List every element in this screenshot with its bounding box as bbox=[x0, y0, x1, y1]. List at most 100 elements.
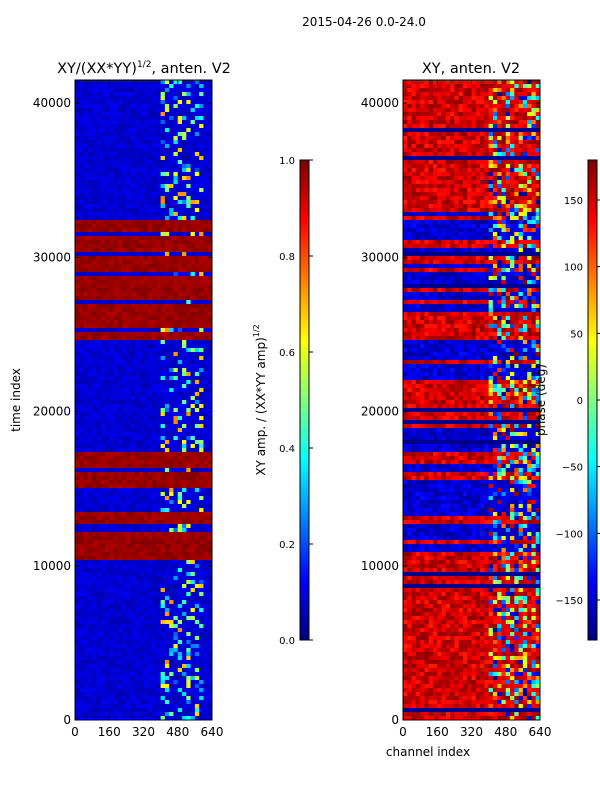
heatmap-cell bbox=[113, 392, 119, 397]
heatmap-cell bbox=[207, 268, 212, 273]
heatmap-cell bbox=[177, 88, 183, 93]
heatmap-cell bbox=[194, 212, 200, 217]
heatmap-cell bbox=[190, 436, 196, 441]
heatmap-cell bbox=[109, 276, 114, 281]
heatmap-cell bbox=[113, 336, 119, 341]
heatmap-cell bbox=[100, 272, 106, 277]
heatmap-cell bbox=[177, 552, 183, 557]
heatmap-cell bbox=[194, 544, 200, 549]
heatmap-cell bbox=[156, 468, 162, 473]
heatmap-cell bbox=[139, 340, 144, 345]
heatmap-cell bbox=[173, 88, 179, 93]
heatmap-cell bbox=[186, 484, 191, 489]
heatmap-cell bbox=[122, 572, 127, 577]
heatmap-cell bbox=[194, 612, 200, 617]
heatmap-cell bbox=[100, 108, 106, 113]
heatmap-cell bbox=[83, 552, 89, 557]
heatmap-cell bbox=[164, 412, 170, 417]
heatmap-cell bbox=[203, 108, 209, 113]
heatmap-cell bbox=[182, 564, 187, 569]
heatmap-cell bbox=[152, 332, 157, 337]
heatmap-cell bbox=[207, 180, 212, 185]
heatmap-cell bbox=[117, 492, 123, 497]
heatmap-cell bbox=[134, 692, 140, 697]
heatmap-cell bbox=[130, 144, 136, 149]
heatmap-cell bbox=[87, 264, 93, 269]
heatmap-cell bbox=[173, 652, 179, 657]
heatmap-cell bbox=[203, 632, 209, 637]
heatmap-cell bbox=[169, 648, 174, 653]
heatmap-cell bbox=[156, 600, 162, 605]
heatmap-cell bbox=[96, 580, 102, 585]
heatmap-cell bbox=[92, 376, 97, 381]
heatmap-cell bbox=[134, 328, 140, 333]
heatmap-cell bbox=[199, 264, 204, 269]
heatmap-cell bbox=[83, 700, 89, 705]
heatmap-cell bbox=[117, 216, 123, 221]
heatmap-cell bbox=[164, 288, 170, 293]
heatmap-cell bbox=[182, 512, 187, 517]
heatmap-cell bbox=[130, 576, 136, 581]
heatmap-cell bbox=[186, 380, 191, 385]
heatmap-cell bbox=[173, 284, 179, 289]
heatmap-cell bbox=[139, 424, 144, 429]
heatmap-cell bbox=[199, 580, 204, 585]
heatmap-cell bbox=[156, 184, 162, 189]
heatmap-cell bbox=[160, 236, 166, 241]
heatmap-cell bbox=[126, 432, 132, 437]
heatmap-cell bbox=[104, 612, 110, 617]
heatmap-cell bbox=[122, 472, 127, 477]
heatmap-cell bbox=[143, 532, 149, 537]
heatmap-cell bbox=[117, 272, 123, 277]
heatmap-cell bbox=[186, 464, 191, 469]
heatmap-cell bbox=[87, 608, 93, 613]
heatmap-cell bbox=[100, 692, 106, 697]
heatmap-cell bbox=[156, 388, 162, 393]
heatmap-cell bbox=[117, 616, 123, 621]
heatmap-cell bbox=[182, 492, 187, 497]
heatmap-cell bbox=[177, 84, 183, 89]
heatmap-cell bbox=[164, 232, 170, 237]
heatmap-cell bbox=[190, 676, 196, 681]
heatmap-cell bbox=[134, 232, 140, 237]
heatmap-cell bbox=[186, 456, 191, 461]
heatmap-cell bbox=[194, 172, 200, 177]
heatmap-cell bbox=[92, 584, 97, 589]
heatmap-cell bbox=[126, 524, 132, 529]
heatmap-cell bbox=[104, 552, 110, 557]
heatmap-cell bbox=[143, 112, 149, 117]
heatmap-cell bbox=[156, 552, 162, 557]
heatmap-cell bbox=[100, 652, 106, 657]
heatmap-cell bbox=[207, 644, 212, 649]
heatmap-cell bbox=[109, 236, 114, 241]
heatmap-cell bbox=[143, 188, 149, 193]
heatmap-cell bbox=[190, 376, 196, 381]
heatmap-cell bbox=[182, 496, 187, 501]
heatmap-cell bbox=[113, 384, 119, 389]
heatmap-cell bbox=[96, 276, 102, 281]
heatmap-cell bbox=[143, 608, 149, 613]
heatmap-cell bbox=[143, 144, 149, 149]
heatmap-cell bbox=[130, 492, 136, 497]
heatmap-cell bbox=[207, 468, 212, 473]
heatmap-cell bbox=[190, 348, 196, 353]
heatmap-cell bbox=[207, 128, 212, 133]
heatmap-cell bbox=[87, 372, 93, 377]
heatmap-cell bbox=[186, 292, 191, 297]
heatmap-cell bbox=[147, 620, 153, 625]
heatmap-cell bbox=[199, 132, 204, 137]
heatmap-cell bbox=[152, 672, 157, 677]
heatmap-cell bbox=[139, 620, 144, 625]
heatmap-cell bbox=[190, 540, 196, 545]
heatmap-cell bbox=[139, 104, 144, 109]
heatmap-cell bbox=[177, 332, 183, 337]
heatmap-cell bbox=[79, 572, 84, 577]
heatmap-cell bbox=[92, 512, 97, 517]
heatmap-cell bbox=[190, 440, 196, 445]
heatmap-cell bbox=[126, 348, 132, 353]
heatmap-cell bbox=[87, 520, 93, 525]
heatmap-cell bbox=[87, 584, 93, 589]
heatmap-cell bbox=[117, 692, 123, 697]
heatmap-cell bbox=[190, 124, 196, 129]
heatmap-cell bbox=[117, 256, 123, 261]
